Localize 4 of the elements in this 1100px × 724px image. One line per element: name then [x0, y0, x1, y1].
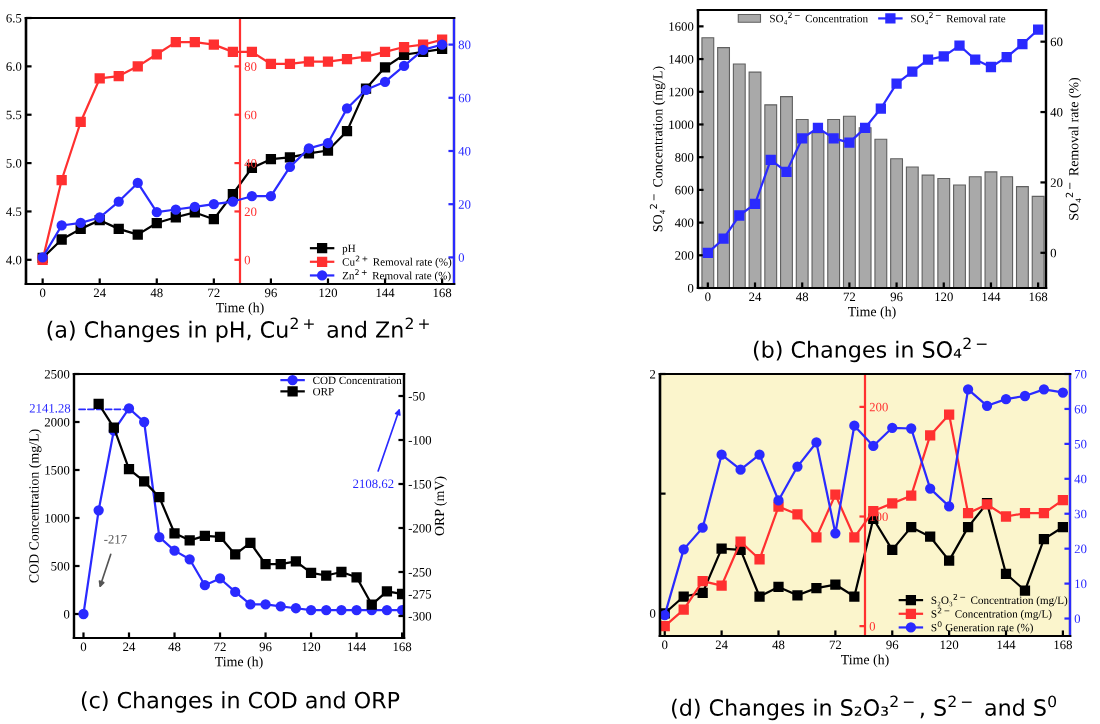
- text: (a) Changes in pH, Cu$^{2+}$ and Zn$^{2+}$: [47, 317, 429, 343]
- text: (d) Changes in S₂O₃$^{2−}$, S$^{2−}$ and S$^{0}$: [672, 695, 1057, 721]
- text: (c) Changes in COD and ORP: [81, 691, 400, 713]
- text: (b) Changes in SO₄$^{2−}$: [753, 337, 987, 363]
